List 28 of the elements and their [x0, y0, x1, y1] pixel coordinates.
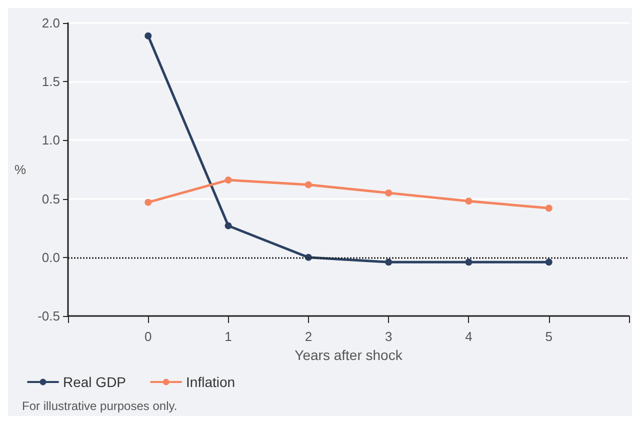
- y-tick-label: 0.5: [42, 191, 60, 206]
- y-axis-title: %: [14, 162, 26, 177]
- point: [385, 258, 392, 266]
- point: [465, 198, 472, 205]
- point: [304, 181, 312, 188]
- x-tick-label: 5: [545, 329, 552, 344]
- point: [385, 189, 392, 196]
- x-tick-label: 4: [465, 329, 472, 344]
- x-tick-label: 1: [224, 329, 232, 344]
- point: [224, 176, 232, 184]
- x-tick-label: 2: [304, 329, 312, 344]
- y-tick-label: 0.0: [42, 250, 60, 265]
- point: [465, 258, 472, 266]
- x-tick-label: 0: [144, 329, 152, 344]
- text: For illustrative purposes only.: [22, 399, 178, 413]
- y-tick-label: -0.5: [38, 308, 60, 324]
- point: [545, 258, 552, 266]
- point: [224, 222, 232, 230]
- legend-label: Inflation: [186, 374, 236, 390]
- x-tick-label: 3: [384, 329, 392, 344]
- point: [545, 204, 552, 212]
- point: [144, 32, 152, 40]
- legend-label: Real GDP: [63, 374, 126, 390]
- y-tick-label: 1.5: [42, 74, 60, 90]
- y-tick-label: 2.0: [42, 16, 60, 30]
- y-tick-label: 1.0: [42, 132, 60, 148]
- x-axis-title: Years after shock: [294, 346, 404, 363]
- point: [144, 198, 152, 206]
